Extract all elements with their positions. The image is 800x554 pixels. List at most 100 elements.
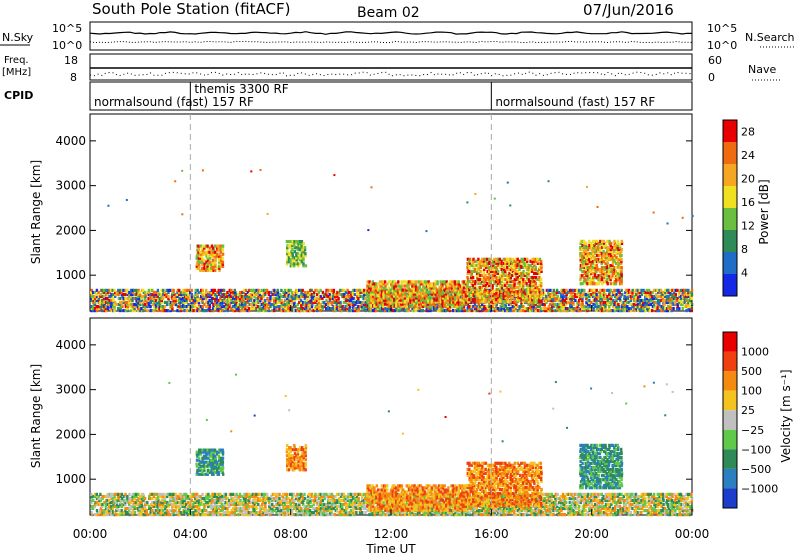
echo-cell	[425, 305, 428, 309]
echo-cell	[373, 302, 377, 306]
echo-cell	[601, 255, 604, 260]
echo-cell	[506, 181, 509, 184]
echo-cell	[445, 300, 448, 304]
echo-cell	[608, 292, 611, 297]
echo-cell	[425, 290, 428, 294]
echo-cell	[579, 302, 582, 307]
echo-cell	[583, 270, 586, 274]
echo-cell	[178, 492, 181, 496]
echo-cell	[131, 296, 135, 301]
echo-cell	[438, 288, 441, 292]
echo-cell	[298, 288, 301, 292]
echo-cell	[663, 302, 666, 307]
echo-cell	[146, 513, 149, 517]
echo-cell	[135, 300, 138, 305]
echo-cell	[443, 288, 446, 292]
echo-cell	[256, 290, 260, 295]
echo-cell	[108, 502, 111, 507]
echo-cell	[530, 259, 534, 263]
echo-cell	[645, 305, 649, 309]
cpid-segment-label: themis 3300 RF	[194, 82, 288, 96]
echo-cell	[502, 296, 505, 300]
echo-cell	[424, 302, 427, 306]
echo-cell	[161, 309, 165, 313]
echo-cell	[186, 513, 190, 517]
echo-cell	[609, 264, 612, 268]
echo-cell	[602, 255, 605, 260]
echo-cell	[486, 281, 489, 286]
echo-cell	[531, 300, 534, 304]
station-title: South Pole Station (fitACF)	[92, 0, 290, 18]
echo-cell	[438, 286, 441, 290]
echo-cell	[95, 309, 99, 313]
echo-cell	[178, 302, 182, 307]
echo-cell	[178, 511, 181, 515]
echo-cell	[599, 239, 602, 243]
echo-cell	[93, 309, 97, 313]
echo-cell	[97, 305, 100, 309]
echo-cell	[305, 292, 308, 297]
echo-cell	[427, 298, 430, 302]
echo-cell	[406, 286, 409, 290]
echo-cell	[387, 280, 391, 284]
echo-cell	[112, 309, 115, 313]
echo-cell	[133, 496, 136, 501]
echo-cell	[502, 257, 505, 261]
echo-cell	[214, 252, 217, 256]
echo-cell	[471, 287, 475, 292]
echo-cell	[135, 288, 138, 292]
echo-cell	[172, 296, 175, 301]
nave-label: Nave	[748, 63, 776, 76]
echo-cell	[504, 259, 507, 263]
echo-cell	[337, 302, 341, 307]
echo-cell	[529, 290, 532, 294]
echo-cell	[380, 284, 383, 288]
echo-cell	[586, 282, 589, 286]
echo-cell	[95, 305, 98, 309]
echo-cell	[508, 271, 511, 275]
echo-cell	[611, 260, 615, 264]
echo-cell	[441, 282, 445, 286]
echo-cell	[414, 304, 417, 308]
echo-cell	[267, 298, 270, 303]
echo-cell	[172, 511, 176, 515]
echo-cell	[294, 294, 298, 299]
echo-cell	[626, 305, 629, 309]
echo-cell	[149, 513, 152, 517]
echo-cell	[206, 266, 210, 270]
echo-cell	[140, 307, 143, 311]
echo-cell	[422, 302, 425, 306]
echo-cell	[518, 287, 522, 292]
echo-cell	[590, 251, 593, 256]
echo-cell	[369, 307, 373, 311]
echo-cell	[138, 513, 142, 517]
echo-cell	[679, 302, 682, 307]
echo-cell	[577, 300, 580, 305]
echo-cell	[405, 280, 409, 284]
echo-cell	[384, 296, 387, 300]
echo-cell	[153, 492, 156, 496]
echo-cell	[455, 284, 459, 288]
echo-cell	[393, 282, 396, 286]
echo-cell	[507, 294, 511, 299]
echo-cell	[302, 254, 305, 258]
echo-cell	[148, 504, 151, 509]
echo-cell	[457, 294, 460, 298]
echo-cell	[513, 259, 516, 263]
echo-cell	[372, 286, 375, 290]
echo-cell	[373, 286, 376, 290]
echo-cell	[690, 302, 694, 307]
echo-cell	[586, 272, 589, 276]
echo-cell	[341, 294, 344, 299]
echo-cell	[195, 254, 199, 258]
echo-cell	[581, 294, 584, 299]
echo-cell	[598, 245, 602, 250]
echo-cell	[615, 280, 618, 284]
echo-cell	[221, 262, 224, 266]
echo-cell	[291, 260, 294, 264]
echo-cell	[407, 294, 410, 298]
echo-cell	[339, 302, 342, 307]
echo-cell	[454, 282, 457, 286]
echo-cell	[369, 304, 373, 308]
echo-cell	[396, 298, 399, 302]
